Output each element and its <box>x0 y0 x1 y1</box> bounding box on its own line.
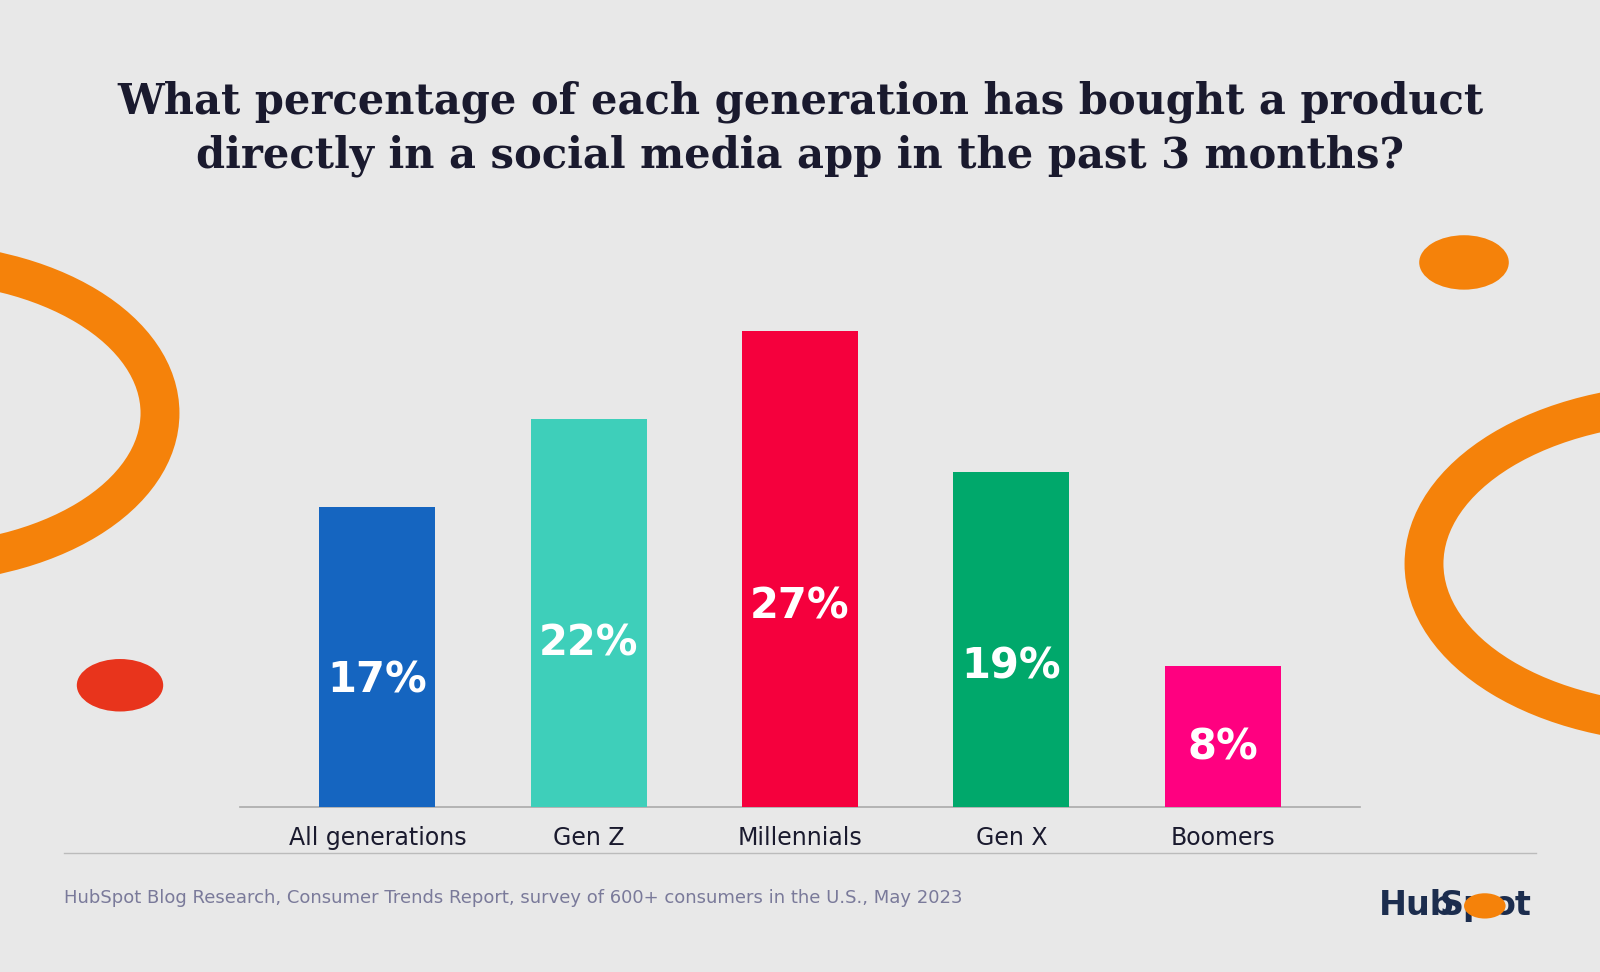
Bar <box>531 419 646 807</box>
Text: 17%: 17% <box>328 660 427 702</box>
Text: Sp: Sp <box>1440 889 1488 922</box>
Text: What percentage of each generation has bought a product: What percentage of each generation has b… <box>117 81 1483 123</box>
Text: 8%: 8% <box>1187 726 1258 769</box>
Text: HubSpot Blog Research, Consumer Trends Report, survey of 600+ consumers in the U: HubSpot Blog Research, Consumer Trends R… <box>64 889 963 907</box>
Bar <box>954 472 1069 807</box>
Bar <box>320 507 435 807</box>
Bar <box>1165 666 1280 807</box>
Text: ot: ot <box>1493 889 1531 922</box>
Text: directly in a social media app in the past 3 months?: directly in a social media app in the pa… <box>195 134 1405 177</box>
Text: 22%: 22% <box>539 623 638 665</box>
Text: Hub: Hub <box>1379 889 1454 922</box>
Text: 27%: 27% <box>750 586 850 628</box>
Text: 19%: 19% <box>962 645 1061 687</box>
Bar <box>742 331 858 807</box>
